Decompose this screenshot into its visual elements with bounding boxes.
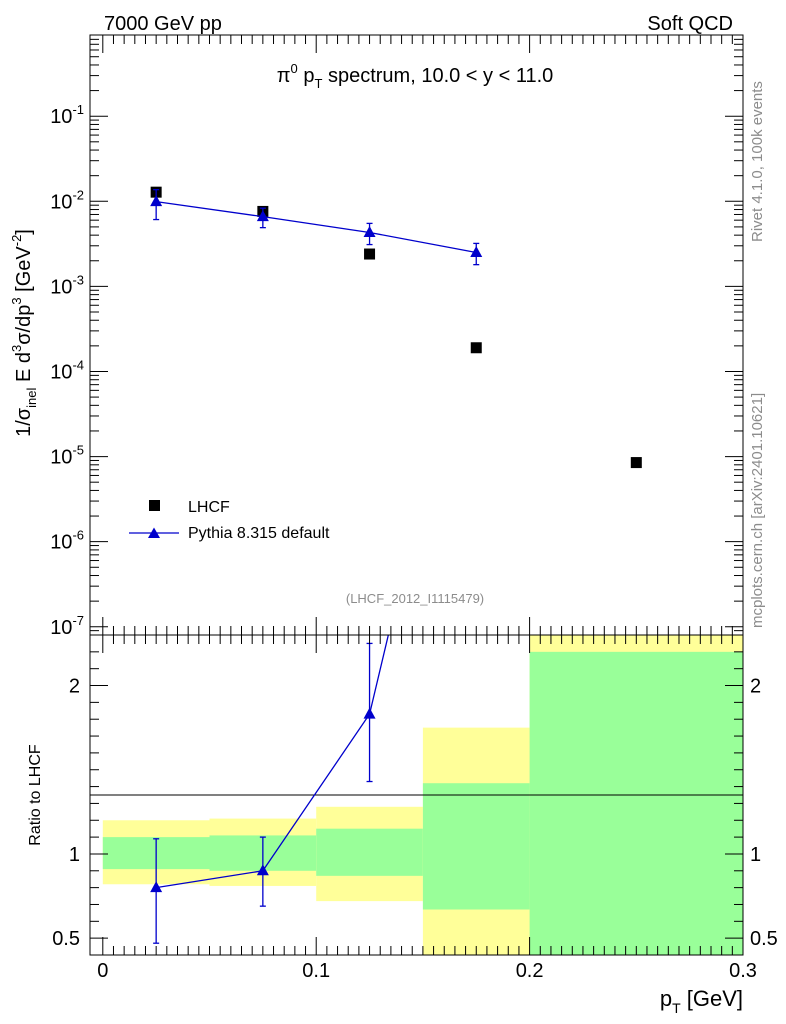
x-axis-label: pT [GeV] bbox=[660, 986, 743, 1016]
pythia-data-point bbox=[256, 210, 269, 222]
rivet-version-label: Rivet 4.1.0, 100k events bbox=[749, 81, 766, 242]
mcplots-source-label: mcplots.cern.ch [arXiv:2401.10621] bbox=[749, 393, 766, 628]
legend-pythia-label: Pythia 8.315 default bbox=[188, 525, 330, 542]
ratio-band-green bbox=[422, 783, 530, 910]
main-y-tick-label: 10-7 bbox=[50, 613, 84, 639]
ratio-y-tick-label-right: 0.5 bbox=[750, 928, 778, 950]
ratio-y-tick-label-left: 0.5 bbox=[52, 928, 80, 950]
ratio-y-tick-label-left: 2 bbox=[69, 676, 80, 698]
lhcf-data-point bbox=[364, 248, 376, 260]
main-y-tick-label: 10-6 bbox=[50, 528, 84, 554]
x-tick-label: 0.1 bbox=[302, 960, 330, 982]
ratio-pythia-line bbox=[156, 635, 390, 889]
main-y-tick-label: 10-4 bbox=[50, 357, 84, 383]
main-data-series bbox=[150, 186, 642, 469]
ratio-y-tick-label-left: 1 bbox=[69, 844, 80, 866]
ratio-data-point bbox=[150, 881, 163, 893]
header-category-label: Soft QCD bbox=[647, 13, 733, 35]
analysis-id-watermark: (LHCF_2012_I1115479) bbox=[346, 591, 484, 606]
main-axis-ticks bbox=[90, 34, 744, 636]
main-y-axis-label: 1/σinel E d3σ/dp3 [GeV-2] bbox=[9, 229, 39, 437]
pythia-data-point bbox=[363, 225, 376, 237]
legend-pythia-marker bbox=[148, 527, 160, 538]
ratio-band-green bbox=[316, 828, 423, 876]
ratio-y-tick-label-right: 2 bbox=[750, 676, 761, 698]
main-y-tick-label: 10-3 bbox=[50, 272, 84, 298]
ratio-data-series bbox=[150, 635, 390, 944]
ratio-plot-frame bbox=[89, 634, 744, 956]
lhcf-data-point bbox=[470, 342, 482, 354]
x-tick-label: 0.3 bbox=[729, 960, 757, 982]
ratio-plot-panel: 0.5 0.5 1 1 2 2 0 0.1 0.2 0.3 Ratio to LHCF pT [… bbox=[27, 634, 778, 1016]
ratio-data-point bbox=[256, 864, 269, 876]
header-energy-label: 7000 GeV pp bbox=[104, 13, 222, 35]
ratio-data-point bbox=[363, 707, 376, 719]
legend-lhcf-label: LHCF bbox=[188, 499, 230, 516]
ratio-x-tick-labels: 0 0.1 0.2 0.3 bbox=[97, 960, 757, 982]
main-y-tick-label: 10-5 bbox=[50, 443, 84, 469]
ratio-band-green bbox=[529, 651, 743, 955]
ratio-y-tick-label-right: 1 bbox=[750, 844, 761, 866]
pythia-data-point bbox=[470, 246, 483, 258]
ratio-series-clip bbox=[150, 635, 390, 944]
main-y-tick-label: 10-1 bbox=[50, 102, 84, 128]
legend: LHCF Pythia 8.315 default bbox=[129, 499, 330, 542]
x-tick-label: 0 bbox=[97, 960, 108, 982]
pythia-data-point bbox=[150, 195, 163, 207]
x-tick-label: 0.2 bbox=[516, 960, 544, 982]
ratio-y-axis-label: Ratio to LHCF bbox=[27, 744, 44, 846]
lhcf-data-point bbox=[630, 457, 642, 469]
main-plot-frame bbox=[89, 34, 744, 636]
legend-lhcf-marker bbox=[149, 500, 160, 511]
plot-title: π0 pT spectrum, 10.0 < y < 11.0 bbox=[277, 61, 554, 91]
pythia-line bbox=[156, 201, 477, 254]
main-y-tick-labels: 10-1 10-2 10-3 10-4 10-5 10-6 10-7 bbox=[50, 102, 84, 639]
main-y-tick-label: 10-2 bbox=[50, 187, 84, 213]
ratio-y-tick-labels: 0.5 0.5 1 1 2 2 bbox=[52, 676, 778, 951]
main-plot-panel: 10-1 10-2 10-3 10-4 10-5 10-6 10-7 π0 pT spect… bbox=[9, 34, 744, 639]
ratio-axis-ticks bbox=[90, 634, 744, 956]
